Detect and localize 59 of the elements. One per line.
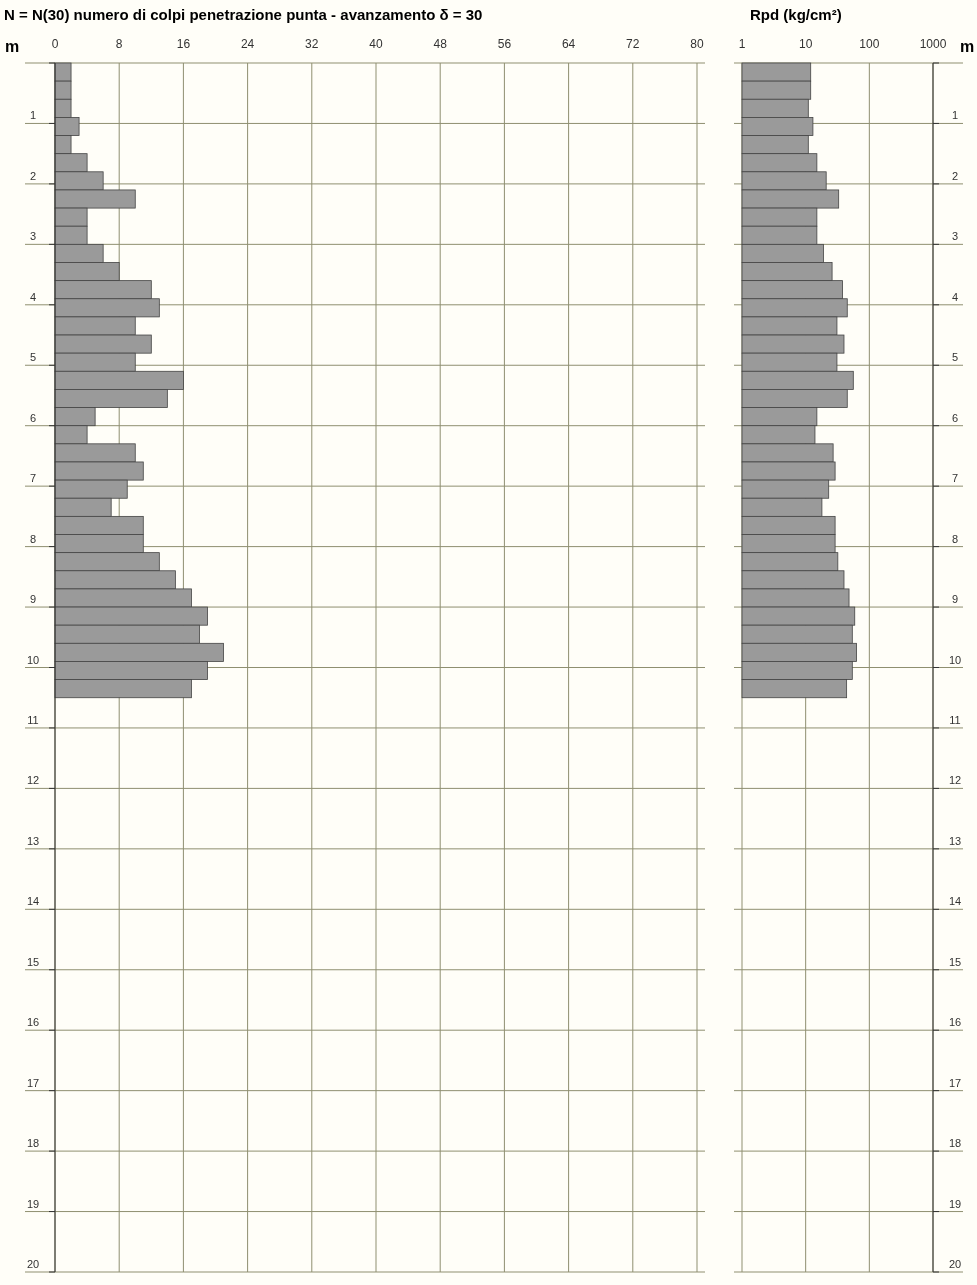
y-tick-label: 9 [29,593,37,606]
y-tick-label: 9 [951,593,959,606]
x-tick-label: 1 [738,37,746,51]
y-tick-label: 19 [26,1197,40,1210]
y-tick-label: 17 [948,1076,962,1089]
y-tick-label: 8 [29,532,37,545]
y-tick-label: 17 [26,1076,40,1089]
y-tick-label: 7 [29,472,37,485]
y-tick-label: 5 [29,351,37,364]
y-tick-label: 14 [26,895,40,908]
x-tick-label: 32 [305,37,319,51]
y-tick-label: 4 [29,290,37,303]
y-tick-label: 8 [951,532,959,545]
x-tick-label: 16 [176,37,191,51]
y-tick-label: 18 [26,1137,40,1150]
x-tick-label: 56 [497,37,512,51]
y-tick-label: 18 [948,1137,962,1150]
x-tick-label: 10 [798,37,813,51]
y-tick-label: 15 [948,955,962,968]
x-tick-label: 80 [690,37,704,51]
x-tick-label: 100 [859,37,880,51]
y-tick-label: 2 [951,169,959,182]
y-tick-label: 15 [26,955,40,968]
y-tick-label: 6 [29,411,37,424]
y-tick-label: 3 [951,230,959,243]
x-tick-label: 48 [433,37,448,51]
x-tick-label: 24 [240,37,255,51]
chart-title: Rpd (kg/cm²) [750,6,842,23]
y-tick-label: 16 [948,1016,962,1029]
y-tick-label: 10 [26,653,40,666]
y-axis-title: m [959,38,975,55]
y-tick-label: 6 [951,411,959,424]
y-tick-label: 16 [26,1016,40,1029]
chart-title: N = N(30) numero di colpi penetrazione punta - avanzamento δ = 30 [4,6,483,23]
y-tick-label: 12 [948,774,962,787]
x-tick-label: 40 [369,37,383,51]
x-tick-label: 0 [51,37,59,51]
y-tick-label: 20 [26,1258,40,1270]
y-tick-label: 11 [949,713,961,726]
y-tick-label: 3 [29,230,37,243]
x-tick-label: 64 [561,37,576,51]
x-tick-label: 8 [115,37,123,51]
x-tick-label: 1000 [919,37,947,51]
y-tick-label: 19 [948,1197,962,1210]
y-tick-label: 14 [948,895,962,908]
y-tick-label: 13 [948,834,962,847]
y-tick-label: 5 [951,351,959,364]
y-tick-label: 20 [948,1258,962,1270]
y-tick-label: 10 [948,653,962,666]
y-axis-title: m [4,38,20,55]
y-tick-label: 1 [951,109,959,122]
y-tick-label: 11 [27,713,39,726]
y-tick-label: 4 [951,290,959,303]
y-tick-label: 7 [951,472,959,485]
y-tick-label: 2 [29,169,37,182]
x-tick-label: 72 [626,37,640,51]
y-tick-label: 12 [26,774,40,787]
y-tick-label: 1 [29,109,37,122]
y-tick-label: 13 [26,834,40,847]
